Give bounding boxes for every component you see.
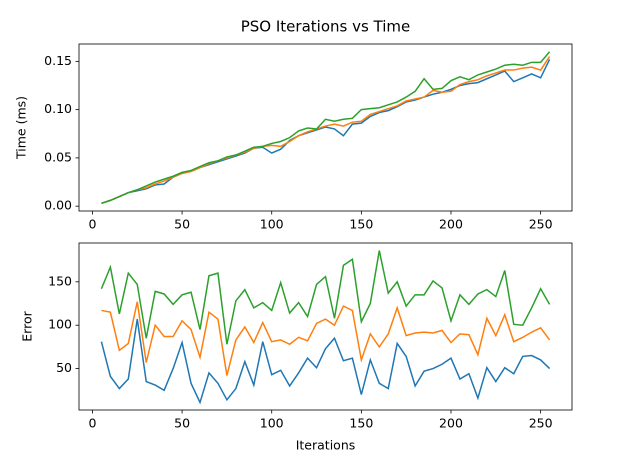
x-tick-label: 50: [174, 416, 190, 431]
x-tick-label: 0: [88, 217, 96, 232]
y-tick-label: 150: [48, 273, 72, 288]
series-line: [101, 59, 551, 204]
chart-title: PSO Iterations vs Time: [241, 18, 411, 36]
x-tick-label: 100: [260, 217, 284, 232]
x-tick-label: 150: [349, 416, 373, 431]
series-line: [100, 250, 551, 345]
series-line: [100, 319, 551, 405]
y-tick-label: 0.15: [44, 53, 72, 68]
y-tick-label: 100: [48, 317, 72, 332]
x-tick-label: 50: [174, 217, 190, 232]
x-axis-label: Iterations: [296, 438, 356, 453]
series-line: [101, 51, 551, 204]
axes-frame: [78, 43, 573, 212]
x-tick-label: 200: [439, 217, 463, 232]
x-tick-label: 0: [88, 416, 96, 431]
y-tick-label: 0.00: [44, 198, 72, 213]
x-tick-label: 150: [349, 217, 373, 232]
x-tick-label: 250: [529, 217, 553, 232]
x-tick-label: 200: [439, 416, 463, 431]
x-tick-label: 100: [260, 416, 284, 431]
y-tick-label: 50: [56, 360, 72, 375]
series-line: [101, 301, 551, 376]
x-tick-label: 250: [529, 416, 553, 431]
series-line: [101, 56, 551, 204]
y-axis-label: Time (ms): [14, 96, 29, 160]
y-axis-label: Error: [20, 310, 35, 341]
axes-frame: [78, 242, 573, 411]
y-tick-label: 0.05: [44, 149, 72, 164]
y-tick-label: 0.10: [44, 101, 72, 116]
